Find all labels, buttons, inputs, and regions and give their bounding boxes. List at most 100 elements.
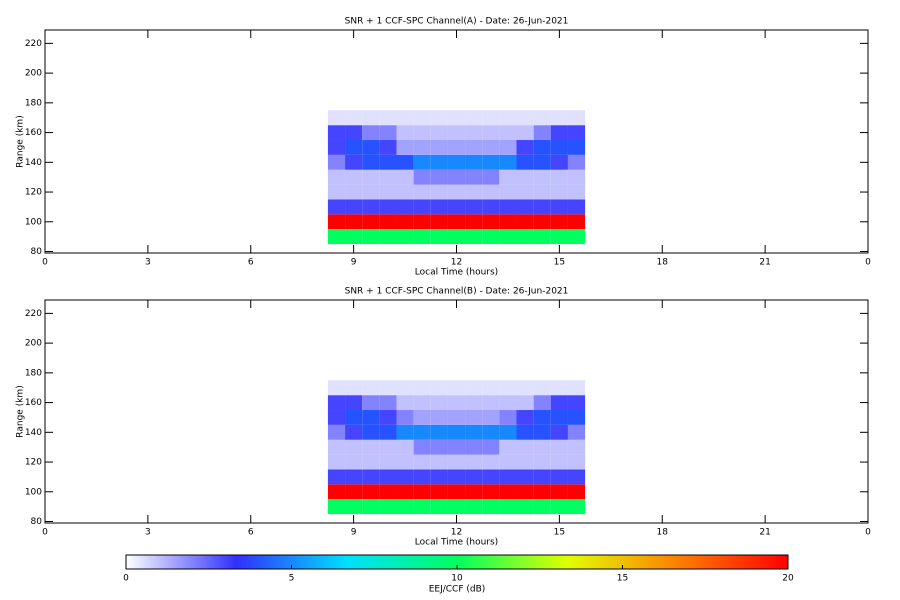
cell xyxy=(327,395,346,411)
cell xyxy=(533,110,551,126)
cell xyxy=(567,110,586,126)
cell xyxy=(567,125,586,141)
cell xyxy=(396,439,414,455)
y-tick-label: 100 xyxy=(25,217,42,227)
y-tick-label: 160 xyxy=(25,398,42,408)
cell xyxy=(396,454,414,470)
cell xyxy=(413,125,431,141)
y-tick-label: 120 xyxy=(25,458,42,468)
cell xyxy=(379,424,397,440)
cell xyxy=(345,110,363,126)
x-tick-label: 3 xyxy=(145,258,151,268)
cell xyxy=(499,184,517,200)
cell xyxy=(533,184,551,200)
cell xyxy=(499,410,517,425)
cell xyxy=(396,424,414,440)
cell xyxy=(327,154,346,170)
cell xyxy=(396,469,414,485)
cell xyxy=(379,454,397,470)
cell xyxy=(499,454,517,470)
cell xyxy=(396,169,414,185)
cell xyxy=(396,214,414,230)
cell xyxy=(499,424,517,440)
cell xyxy=(345,140,363,155)
x-tick-label: 0 xyxy=(865,258,871,268)
cell xyxy=(465,380,483,396)
y-axis-label: Range (km) xyxy=(16,385,26,437)
cell xyxy=(362,214,380,230)
cell xyxy=(465,169,483,185)
cell xyxy=(413,154,431,170)
cell xyxy=(447,439,466,455)
cell xyxy=(379,380,397,396)
y-tick-label: 220 xyxy=(25,309,42,319)
cell xyxy=(499,125,517,141)
cell xyxy=(499,199,517,215)
cell xyxy=(413,169,431,185)
cell xyxy=(465,484,483,500)
y-tick-label: 180 xyxy=(25,368,42,378)
cell xyxy=(430,229,448,245)
cell xyxy=(550,454,568,470)
cell xyxy=(482,499,500,515)
cell xyxy=(482,229,500,245)
cell xyxy=(465,410,483,425)
cell xyxy=(413,140,431,155)
cell xyxy=(533,140,551,155)
cell xyxy=(413,439,431,455)
cell xyxy=(447,380,466,396)
cell xyxy=(447,154,466,170)
y-tick-label: 220 xyxy=(25,39,42,49)
cell xyxy=(345,395,363,411)
cell xyxy=(396,125,414,141)
cell xyxy=(499,395,517,411)
cell xyxy=(516,125,534,141)
cell xyxy=(533,439,551,455)
y-tick-label: 80 xyxy=(31,517,43,527)
cell xyxy=(550,395,568,411)
cell xyxy=(482,214,500,230)
cell xyxy=(550,424,568,440)
cell xyxy=(516,424,534,440)
cell xyxy=(482,154,500,170)
cell xyxy=(567,140,586,155)
colorbar-tick-label: 15 xyxy=(617,574,628,584)
cell xyxy=(327,439,346,455)
cell xyxy=(413,395,431,411)
cell xyxy=(482,410,500,425)
cell xyxy=(550,184,568,200)
cell xyxy=(533,154,551,170)
cell xyxy=(516,169,534,185)
cell xyxy=(516,410,534,425)
cell xyxy=(379,110,397,126)
x-tick-label: 9 xyxy=(351,528,357,538)
cell xyxy=(533,169,551,185)
x-tick-label: 18 xyxy=(657,258,669,268)
cell xyxy=(550,154,568,170)
cell xyxy=(379,140,397,155)
cell xyxy=(430,469,448,485)
cell xyxy=(567,484,586,500)
y-tick-label: 180 xyxy=(25,98,42,108)
cell xyxy=(465,439,483,455)
cell xyxy=(447,199,466,215)
cell xyxy=(516,439,534,455)
cell xyxy=(465,199,483,215)
y-tick-label: 140 xyxy=(25,158,42,168)
y-tick-label: 140 xyxy=(25,428,42,438)
cell xyxy=(567,469,586,485)
cell xyxy=(550,140,568,155)
x-tick-label: 21 xyxy=(759,528,770,538)
x-tick-label: 15 xyxy=(554,258,565,268)
cell xyxy=(550,499,568,515)
cell xyxy=(379,154,397,170)
cell xyxy=(413,199,431,215)
cell xyxy=(396,199,414,215)
cell xyxy=(345,229,363,245)
cell xyxy=(567,439,586,455)
cell xyxy=(499,439,517,455)
cell xyxy=(516,199,534,215)
cell xyxy=(413,454,431,470)
cell xyxy=(327,229,346,245)
cell xyxy=(567,410,586,425)
